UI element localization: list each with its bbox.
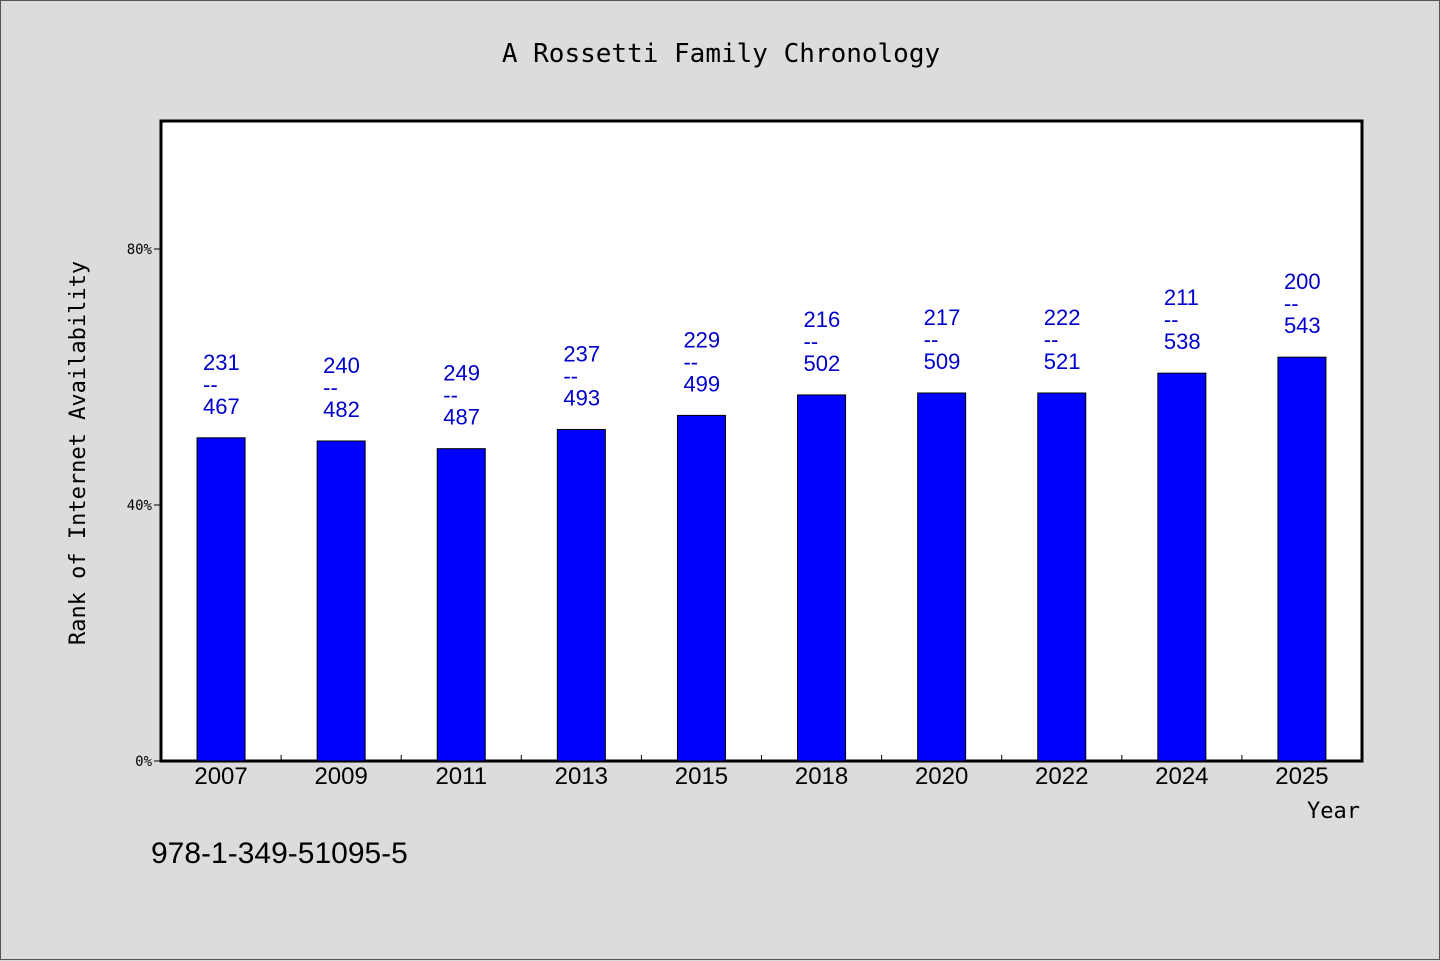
y-tick-label: 40% [127,498,153,514]
data-label: 487 [443,405,480,430]
data-label: -- [323,375,338,400]
y-axis: 0% 40% 80% [127,242,161,770]
x-axis: 2007 2009 2011 2013 2015 2018 2020 2022 2024 2025 [194,755,1329,790]
data-label: 499 [683,371,720,396]
isbn-footnote: 978-1-349-51095-5 [151,837,408,870]
data-label: 211 [1164,285,1199,310]
x-tick-label: 2007 [194,763,247,790]
bar [316,440,366,762]
data-label: 237 [563,341,600,366]
data-label: -- [563,363,578,388]
data-label: 200 [1284,269,1321,294]
data-label: 216 [804,307,841,332]
bar [917,392,967,762]
x-tick-label: 2018 [795,763,848,790]
data-label: 217 [924,305,961,330]
chart-title: A Rossetti Family Chronology [502,39,940,69]
y-tick-label: 80% [127,242,153,258]
data-label: 229 [683,327,720,352]
data-label: 231 [203,350,240,375]
x-tick-label: 2020 [915,763,968,790]
x-tick-label: 2009 [314,763,367,790]
bar [1277,356,1327,762]
data-label: 493 [563,385,600,410]
bar [556,428,606,762]
x-tick-label: 2025 [1275,763,1328,790]
bar [1157,372,1207,762]
data-label: 502 [804,351,841,376]
x-tick-label: 2013 [555,763,608,790]
data-label: 240 [323,353,360,378]
y-tick-label: 0% [135,754,152,770]
data-label: -- [683,349,698,374]
data-labels-layer: 231--467240--482249--487237--493229--499… [203,269,1321,430]
bar [436,448,486,762]
y-axis-label: Rank of Internet Availability [66,261,91,645]
bar [196,437,246,762]
data-label: 249 [443,361,480,386]
x-tick-label: 2015 [675,763,728,790]
data-label: -- [1044,327,1059,352]
data-label: -- [203,372,218,397]
x-tick-label: 2024 [1155,763,1208,790]
x-tick-label: 2011 [435,763,487,790]
data-label: 467 [203,394,240,419]
bars-layer [196,356,1327,762]
data-label: -- [804,329,819,354]
bar [1037,392,1087,762]
data-label: -- [443,383,458,408]
data-label: -- [1164,307,1179,332]
data-label: 509 [924,349,961,374]
bar [797,394,847,762]
data-label: -- [924,327,939,352]
data-label: 482 [323,397,360,422]
data-label: 543 [1284,313,1321,338]
data-label: 538 [1164,329,1201,354]
bar [676,414,726,762]
data-label: -- [1284,291,1299,316]
data-label: 222 [1044,305,1081,330]
data-label: 521 [1044,349,1081,374]
x-tick-label: 2022 [1035,763,1088,790]
x-axis-label: Year [1307,799,1360,824]
